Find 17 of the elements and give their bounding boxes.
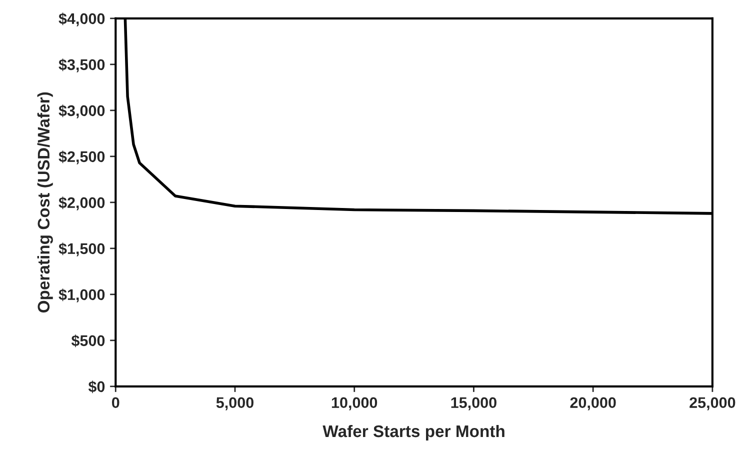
- x-tick-label: 0: [112, 397, 120, 408]
- y-tick-label: $2,500: [58, 150, 105, 164]
- y-axis-title: Operating Cost (USD/Wafer): [37, 92, 53, 313]
- x-tick-label: 15,000: [451, 397, 496, 410]
- y-tick-label: $500: [71, 334, 105, 348]
- x-tick-label: 20,000: [570, 397, 616, 410]
- y-tick-label: $0: [88, 380, 105, 394]
- y-tick-label: $3,500: [58, 58, 105, 72]
- x-tick-label: 5,000: [216, 397, 254, 410]
- y-tick-label: $3,000: [58, 104, 105, 118]
- y-tick-label: $4,000: [58, 12, 105, 26]
- x-tick-label: 25,000: [690, 397, 736, 410]
- y-tick-label: $2,000: [58, 196, 105, 210]
- x-axis-title: Wafer Starts per Month: [322, 424, 504, 440]
- y-tick-label: $1,000: [58, 288, 105, 302]
- y-tick-label: $1,500: [58, 242, 105, 256]
- x-tick-label: 10,000: [332, 397, 378, 410]
